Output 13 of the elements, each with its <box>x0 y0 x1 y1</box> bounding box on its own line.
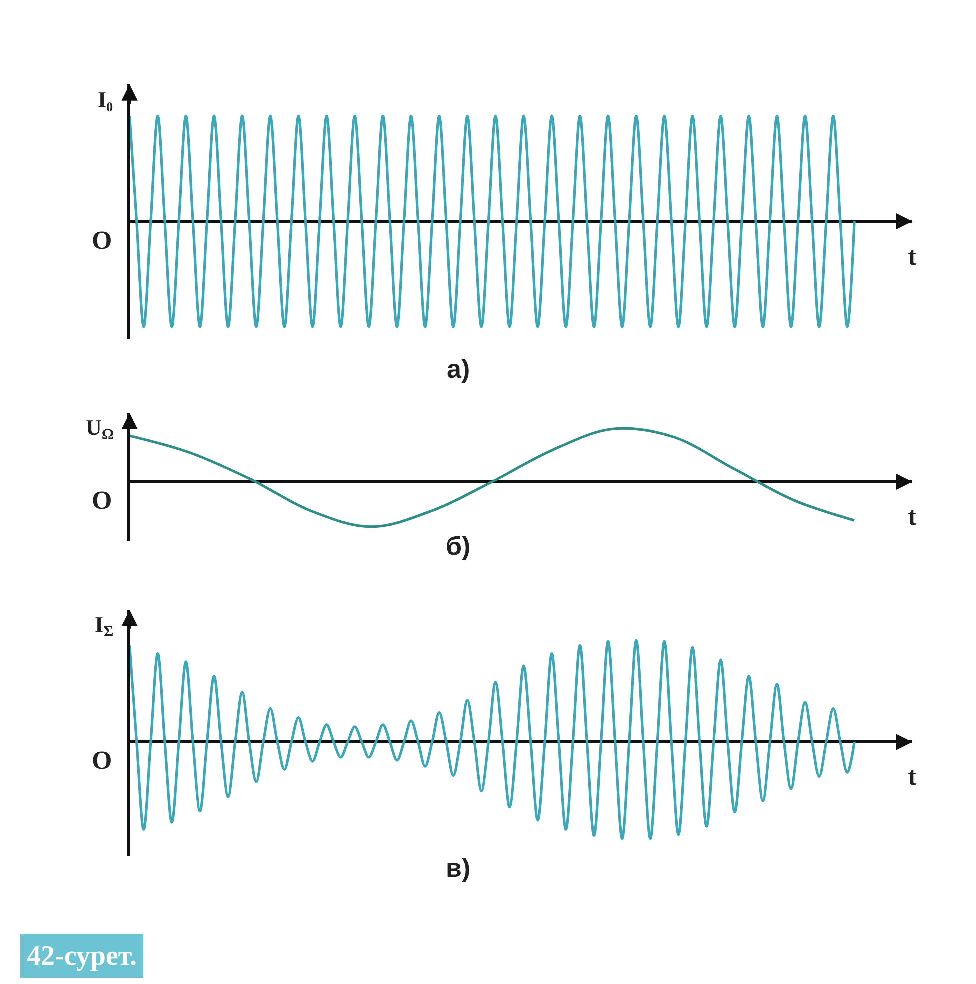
y-axis-title: I$_{Σ}$ <box>95 612 114 641</box>
y-axis-title: I₀ <box>98 87 114 112</box>
text: б) <box>446 531 471 561</box>
text: 42-сурет. <box>27 941 138 972</box>
x-axis-title: t <box>908 762 917 791</box>
y-axis-title: U$_{Ω}$ <box>86 415 114 444</box>
text: в) <box>446 853 471 883</box>
text: O <box>92 226 112 255</box>
text: O <box>92 746 112 775</box>
x-axis-title: t <box>908 242 917 271</box>
text: а) <box>447 354 470 384</box>
x-axis-title: t <box>908 502 917 531</box>
text: O <box>92 486 112 515</box>
